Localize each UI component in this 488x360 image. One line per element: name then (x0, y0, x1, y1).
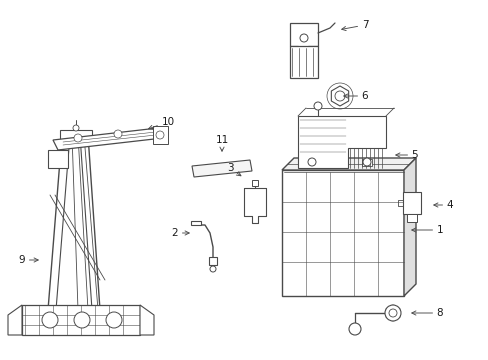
Text: 4: 4 (433, 200, 452, 210)
Polygon shape (22, 305, 140, 335)
Text: 5: 5 (395, 150, 417, 160)
Polygon shape (331, 86, 348, 106)
Polygon shape (297, 116, 385, 168)
Polygon shape (8, 305, 22, 335)
Polygon shape (48, 150, 68, 168)
Circle shape (334, 91, 345, 101)
Circle shape (106, 312, 122, 328)
Polygon shape (282, 170, 403, 296)
Polygon shape (53, 128, 163, 150)
Text: 6: 6 (343, 91, 367, 101)
Polygon shape (60, 130, 92, 140)
Text: 1: 1 (411, 225, 443, 235)
Text: 8: 8 (411, 308, 443, 318)
Polygon shape (153, 126, 168, 144)
Polygon shape (402, 192, 420, 214)
Polygon shape (282, 158, 415, 170)
Circle shape (74, 134, 82, 142)
Text: 2: 2 (171, 228, 189, 238)
Polygon shape (191, 221, 201, 225)
Circle shape (74, 312, 90, 328)
Circle shape (156, 131, 163, 139)
Polygon shape (403, 158, 415, 296)
Circle shape (42, 312, 58, 328)
Circle shape (73, 125, 79, 131)
Polygon shape (361, 159, 371, 166)
Circle shape (307, 158, 315, 166)
Text: 7: 7 (341, 20, 367, 31)
Polygon shape (140, 305, 154, 335)
Polygon shape (208, 257, 217, 265)
Circle shape (384, 305, 400, 321)
Circle shape (299, 34, 307, 42)
Circle shape (209, 266, 216, 272)
Text: 11: 11 (215, 135, 228, 151)
Circle shape (362, 158, 370, 166)
Text: 10: 10 (148, 117, 174, 129)
Circle shape (388, 309, 396, 317)
Circle shape (313, 102, 321, 110)
Polygon shape (306, 159, 316, 166)
Polygon shape (251, 180, 258, 186)
Polygon shape (406, 214, 416, 222)
Polygon shape (192, 160, 251, 177)
Polygon shape (289, 46, 317, 78)
Text: 9: 9 (19, 255, 38, 265)
Circle shape (114, 130, 122, 138)
Polygon shape (386, 305, 399, 321)
Text: 3: 3 (226, 163, 241, 176)
Circle shape (348, 323, 360, 335)
Polygon shape (289, 23, 317, 56)
